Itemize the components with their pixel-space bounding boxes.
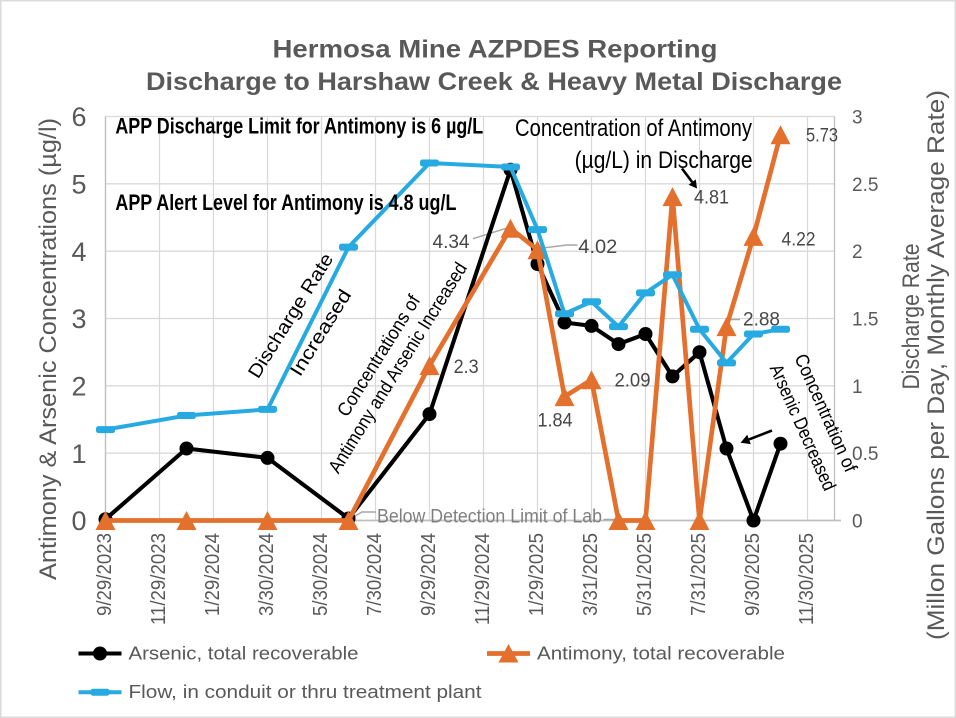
svg-text:Discharge Rate: Discharge Rate: [898, 244, 925, 390]
svg-text:Below Detection Limit of Lab: Below Detection Limit of Lab: [377, 507, 602, 528]
svg-text:3/30/2024: 3/30/2024: [256, 533, 278, 616]
svg-text:1/29/2024: 1/29/2024: [202, 533, 224, 616]
svg-text:0.5: 0.5: [852, 444, 878, 465]
svg-text:11/29/2024: 11/29/2024: [472, 533, 494, 625]
svg-text:Arsenic, total recoverable: Arsenic, total recoverable: [129, 644, 359, 664]
svg-text:(µg/L) in Discharge: (µg/L) in Discharge: [575, 147, 753, 174]
svg-text:Concentration of Antimony: Concentration of Antimony: [515, 115, 752, 142]
svg-text:7/30/2024: 7/30/2024: [364, 533, 386, 616]
svg-text:2.3: 2.3: [454, 357, 479, 378]
svg-text:11/30/2025: 11/30/2025: [796, 533, 818, 625]
svg-text:APP Alert Level for Antimony i: APP Alert Level for Antimony is 4.8 ug/L: [115, 190, 456, 215]
svg-text:Antimony & Arsenic Concentrati: Antimony & Arsenic Concentrations (µg/l): [35, 118, 62, 580]
svg-text:1.5: 1.5: [852, 310, 878, 331]
svg-text:7/31/2025: 7/31/2025: [688, 533, 710, 616]
svg-text:4.02: 4.02: [578, 237, 617, 258]
svg-text:Flow, in conduit or thru treat: Flow, in conduit or thru treatment plant: [129, 682, 482, 702]
svg-text:Hermosa Mine AZPDES Reporting: Hermosa Mine AZPDES Reporting: [273, 36, 718, 64]
svg-text:4.81: 4.81: [694, 188, 729, 209]
svg-text:2.88: 2.88: [743, 310, 780, 331]
svg-text:9/29/2024: 9/29/2024: [418, 533, 440, 616]
svg-text:4.34: 4.34: [433, 232, 470, 253]
svg-text:2.5: 2.5: [852, 175, 878, 196]
svg-text:5: 5: [71, 169, 86, 199]
svg-text:1.84: 1.84: [538, 411, 573, 432]
svg-text:3/31/2025: 3/31/2025: [580, 533, 602, 616]
svg-text:2: 2: [71, 371, 86, 401]
svg-text:3: 3: [71, 304, 86, 334]
svg-text:0: 0: [852, 512, 863, 533]
svg-text:5/31/2025: 5/31/2025: [634, 533, 656, 616]
svg-text:2: 2: [852, 242, 863, 263]
svg-text:1: 1: [71, 439, 86, 469]
svg-text:5/30/2024: 5/30/2024: [310, 533, 332, 616]
svg-text:6: 6: [71, 102, 86, 132]
svg-text:3: 3: [852, 108, 863, 129]
svg-text:Antimony, total recoverable: Antimony, total recoverable: [537, 644, 785, 664]
svg-text:1/29/2025: 1/29/2025: [526, 533, 548, 616]
svg-text:Discharge to Harshaw Creek & H: Discharge to Harshaw Creek & Heavy Metal…: [146, 68, 842, 96]
svg-text:4.22: 4.22: [782, 230, 816, 251]
svg-text:9/30/2025: 9/30/2025: [742, 533, 764, 616]
svg-text:1: 1: [852, 377, 863, 398]
svg-text:4: 4: [71, 237, 86, 267]
svg-text:11/29/2023: 11/29/2023: [148, 533, 170, 625]
svg-text:5.73: 5.73: [806, 126, 838, 147]
svg-text:2.09: 2.09: [615, 371, 651, 392]
svg-text:0: 0: [71, 506, 86, 536]
svg-text:APP Discharge Limit for Antimo: APP Discharge Limit for Antimony is 6 µg…: [115, 114, 483, 139]
svg-text:9/29/2023: 9/29/2023: [94, 533, 116, 616]
svg-text:(Millon Gallons per Day, Month: (Millon Gallons per Day, Monthly Average…: [923, 90, 950, 640]
